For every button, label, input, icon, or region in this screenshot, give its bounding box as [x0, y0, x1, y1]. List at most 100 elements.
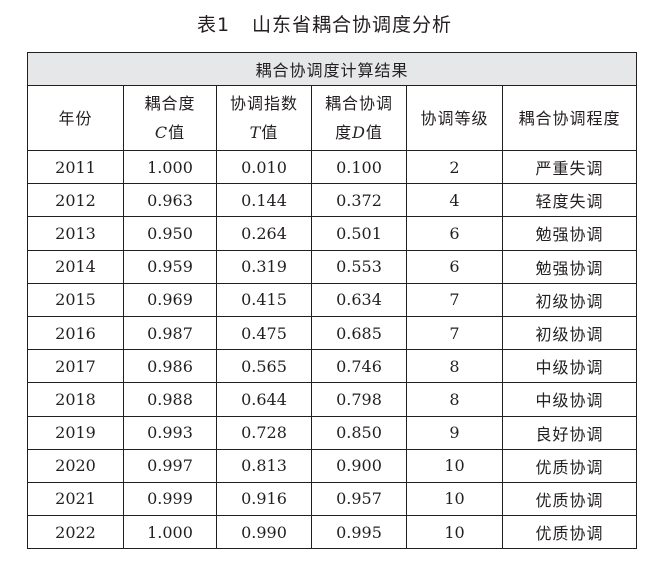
header-index-suffix: 值 [261, 123, 279, 142]
header-index-line2: T值 [217, 118, 311, 147]
header-degree-line1: 耦合协调 [324, 94, 393, 113]
caption-label: 表1 [196, 14, 231, 36]
degree-cell: 0.553 [311, 249, 407, 284]
table-row: 2017 0.986 0.565 0.746 8 中级协调 [27, 349, 638, 384]
header-year: 年份 [27, 85, 124, 151]
year-cell: 2011 [27, 149, 124, 185]
header-index: 协调指数 T值 [216, 85, 312, 151]
year-cell: 2012 [27, 183, 124, 218]
table-title: 耦合协调度计算结果 [26, 52, 638, 86]
header-index-var: T [249, 123, 262, 142]
coupling-cell: 0.959 [123, 249, 217, 284]
degree-cell: 0.746 [311, 349, 407, 384]
degree-cell: 0.685 [311, 315, 407, 351]
index-cell: 0.010 [216, 149, 312, 185]
grade-cell: 7 [406, 315, 503, 351]
header-coupling-line1: 耦合度 [144, 94, 196, 113]
table-row: 2020 0.997 0.813 0.900 10 优质协调 [27, 448, 638, 483]
year-cell: 2022 [27, 515, 124, 550]
header-degree-prefix: 度 [335, 123, 353, 142]
level-cell: 中级协调 [501, 382, 638, 417]
coupling-cell: 0.950 [123, 216, 217, 251]
level-cell: 勉强协调 [501, 249, 638, 284]
header-index-line1: 协调指数 [229, 94, 298, 113]
degree-cell: 0.900 [311, 448, 407, 483]
index-cell: 0.144 [216, 183, 312, 218]
level-cell: 严重失调 [501, 149, 638, 185]
degree-cell: 0.634 [311, 282, 407, 317]
table-row: 2021 0.999 0.916 0.957 10 优质协调 [27, 481, 638, 517]
index-cell: 0.319 [216, 249, 312, 284]
year-cell: 2018 [27, 382, 124, 417]
coupling-cell: 0.969 [123, 282, 217, 317]
level-cell: 初级协调 [501, 282, 638, 317]
coupling-cell: 0.988 [123, 382, 217, 417]
header-degree-suffix: 值 [365, 123, 383, 142]
header-year-label: 年份 [58, 108, 93, 128]
index-cell: 0.916 [216, 481, 312, 517]
degree-cell: 0.100 [311, 149, 407, 185]
coupling-cell: 0.963 [123, 183, 217, 218]
grade-cell: 7 [406, 282, 503, 317]
grade-cell: 10 [406, 515, 503, 550]
degree-cell: 0.798 [311, 382, 407, 417]
level-cell: 良好协调 [501, 415, 638, 450]
coupling-cell: 1.000 [123, 149, 217, 185]
coupling-cell: 0.999 [123, 481, 217, 517]
level-cell: 勉强协调 [501, 216, 638, 251]
table-caption: 表1 山东省耦合协调度分析 [0, 10, 647, 40]
coupling-table: 耦合协调度计算结果 年份 耦合度 C值 协调指数 T值 耦合协调 度D值 协调等… [26, 52, 638, 550]
table-body: 2011 1.000 0.010 0.100 2 严重失调 2012 0.963 0.144 0.… [27, 149, 638, 550]
level-cell: 中级协调 [501, 349, 638, 384]
year-cell: 2017 [27, 349, 124, 384]
level-cell: 优质协调 [501, 481, 638, 517]
level-cell: 优质协调 [501, 448, 638, 483]
grade-cell: 8 [406, 349, 503, 384]
grade-cell: 6 [406, 249, 503, 284]
year-cell: 2021 [27, 481, 124, 517]
year-cell: 2016 [27, 315, 124, 351]
header-level: 耦合协调程度 [501, 85, 638, 151]
header-degree-line2: 度D值 [312, 118, 406, 147]
header-degree: 耦合协调 度D值 [311, 85, 407, 151]
table-row: 2013 0.950 0.264 0.501 6 勉强协调 [27, 216, 638, 251]
grade-cell: 10 [406, 481, 503, 517]
index-cell: 0.813 [216, 448, 312, 483]
coupling-cell: 0.997 [123, 448, 217, 483]
header-degree-var: D [352, 123, 366, 142]
index-cell: 0.728 [216, 415, 312, 450]
year-cell: 2013 [27, 216, 124, 251]
degree-cell: 0.995 [311, 515, 407, 550]
grade-cell: 8 [406, 382, 503, 417]
year-cell: 2015 [27, 282, 124, 317]
year-cell: 2020 [27, 448, 124, 483]
level-cell: 轻度失调 [501, 183, 638, 218]
index-cell: 0.565 [216, 349, 312, 384]
table-row: 2015 0.969 0.415 0.634 7 初级协调 [27, 282, 638, 317]
year-cell: 2014 [27, 249, 124, 284]
degree-cell: 0.372 [311, 183, 407, 218]
caption-text: 山东省耦合协调度分析 [252, 14, 453, 36]
index-cell: 0.264 [216, 216, 312, 251]
coupling-cell: 1.000 [123, 515, 217, 550]
index-cell: 0.415 [216, 282, 312, 317]
table-row: 2018 0.988 0.644 0.798 8 中级协调 [27, 382, 638, 417]
header-coupling-suffix: 值 [168, 123, 186, 142]
header-coupling: 耦合度 C值 [123, 85, 217, 151]
level-cell: 优质协调 [501, 515, 638, 550]
coupling-cell: 0.993 [123, 415, 217, 450]
header-coupling-line2: C值 [124, 118, 216, 147]
degree-cell: 0.957 [311, 481, 407, 517]
header-level-label: 耦合协调程度 [518, 108, 621, 128]
index-cell: 0.990 [216, 515, 312, 550]
header-coupling-var: C [154, 123, 169, 142]
grade-cell: 4 [406, 183, 503, 218]
table-row: 2019 0.993 0.728 0.850 9 良好协调 [27, 415, 638, 450]
grade-cell: 6 [406, 216, 503, 251]
header-grade: 协调等级 [406, 85, 503, 151]
coupling-cell: 0.986 [123, 349, 217, 384]
grade-cell: 9 [406, 415, 503, 450]
year-cell: 2019 [27, 415, 124, 450]
table-row: 2011 1.000 0.010 0.100 2 严重失调 [27, 149, 638, 185]
degree-cell: 0.501 [311, 216, 407, 251]
